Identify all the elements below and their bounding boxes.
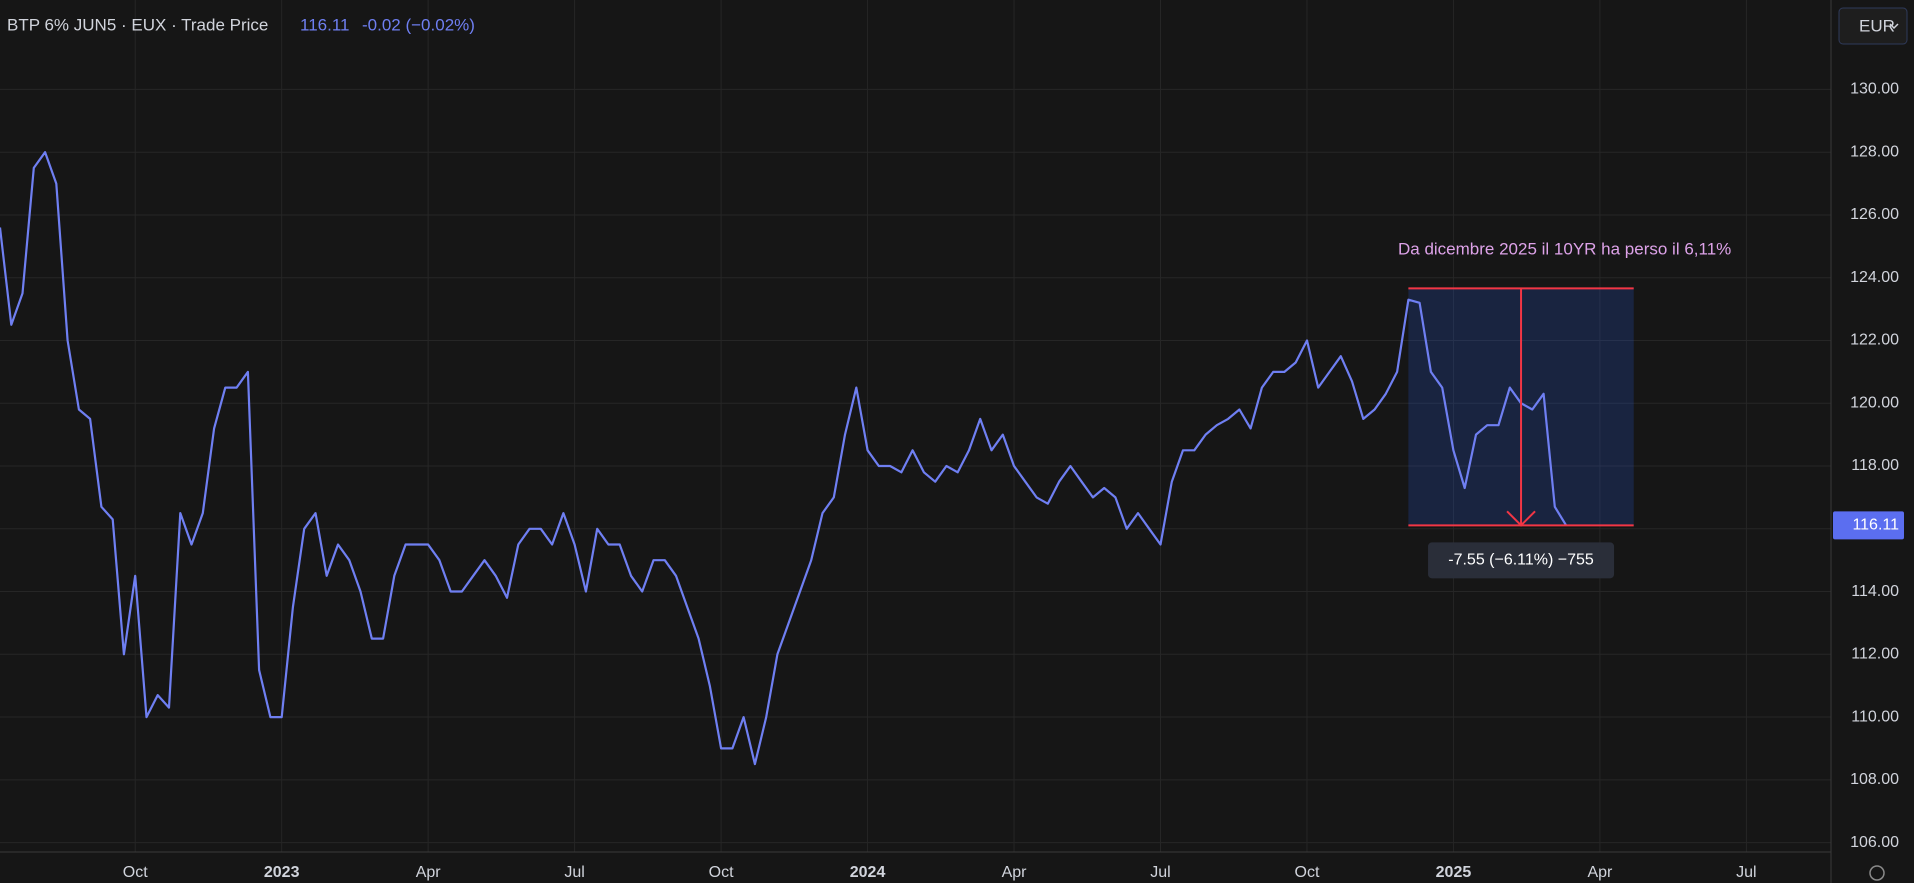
y-tick-label: 122.00 bbox=[1850, 332, 1899, 349]
measure-arrowhead bbox=[1506, 510, 1536, 527]
currency[interactable]: EUR bbox=[1859, 16, 1895, 35]
x-tick-label: Jul bbox=[1736, 864, 1756, 881]
currency-button[interactable] bbox=[1838, 7, 1908, 45]
y-tick-label: 110.00 bbox=[1851, 708, 1899, 725]
settings-icon[interactable] bbox=[1869, 865, 1885, 881]
x-tick-label: Jul bbox=[564, 864, 584, 881]
price-line bbox=[0, 151, 1568, 766]
x-tick-label: Oct bbox=[123, 864, 148, 881]
price-change: -0.02 (−0.02%) bbox=[362, 15, 475, 34]
x-tick-label: Oct bbox=[1295, 864, 1320, 881]
y-tick-label: 114.00 bbox=[1851, 583, 1899, 600]
x-tick-label: Apr bbox=[1587, 864, 1613, 881]
y-tick-label: 130.00 bbox=[1850, 81, 1899, 98]
dropdown-icon bbox=[1889, 23, 1899, 30]
y-tick-label: 112.00 bbox=[1851, 646, 1899, 663]
x-tick-label: Jul bbox=[1150, 864, 1170, 881]
y-tick-label: 106.00 bbox=[1850, 834, 1899, 851]
x-tick-label: Oct bbox=[709, 864, 734, 881]
measure-label-box bbox=[1428, 542, 1615, 579]
x-tick-label: 2024 bbox=[850, 864, 886, 881]
y-tick-label: 124.00 bbox=[1850, 269, 1899, 286]
y-tick-label: 126.00 bbox=[1850, 206, 1899, 223]
measure-label: -7.55 (−6.11%) −755 bbox=[1448, 552, 1594, 569]
chart-title: BTP 6% JUN5 · EUX · Trade Price bbox=[7, 15, 268, 34]
x-tick-label: Apr bbox=[1002, 864, 1028, 881]
x-tick-label: 2025 bbox=[1436, 864, 1472, 881]
last-price: 116.11 bbox=[300, 15, 349, 34]
x-tick-label: 2023 bbox=[264, 864, 300, 881]
x-tick-label: Apr bbox=[416, 864, 442, 881]
y-tick-label: 118.00 bbox=[1851, 457, 1899, 474]
y-tick-label: 108.00 bbox=[1850, 771, 1899, 788]
price-badge-label: 116.11 bbox=[1852, 517, 1899, 534]
y-tick-label: 120.00 bbox=[1850, 394, 1899, 411]
price-badge bbox=[1833, 511, 1904, 540]
y-tick-label: 128.00 bbox=[1850, 143, 1899, 160]
annotation: Da dicembre 2025 il 10YR ha perso il 6,1… bbox=[1398, 239, 1731, 258]
